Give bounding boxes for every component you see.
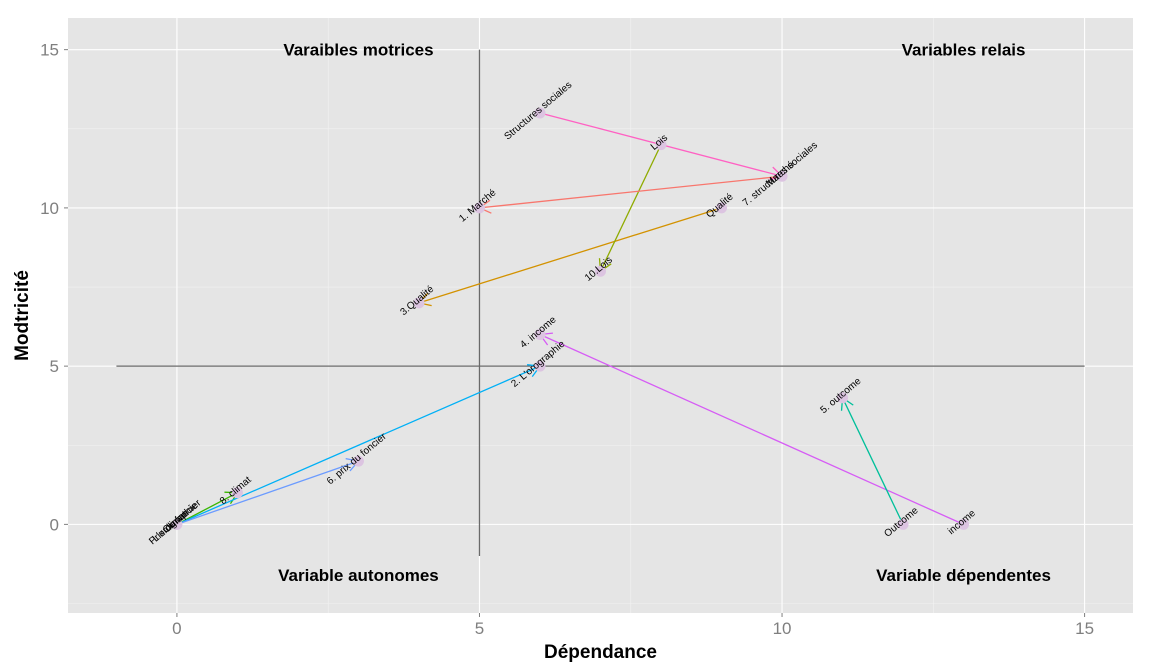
data-point xyxy=(595,265,606,277)
reference-lines xyxy=(116,49,1085,557)
arrow-line-prix-du-foncier xyxy=(176,460,359,525)
arrow-line-lois xyxy=(599,144,662,272)
y-tick-label: 0 xyxy=(50,515,59,534)
arrow-line-marche xyxy=(479,175,783,209)
x-tick-label: 5 xyxy=(475,619,484,638)
y-tick-label: 5 xyxy=(50,357,59,376)
x-tick-label: 0 xyxy=(172,619,181,638)
data-point xyxy=(776,170,788,182)
x-tick-label: 10 xyxy=(773,619,792,638)
data-point xyxy=(534,107,546,119)
arrow-line-income xyxy=(539,333,964,525)
data-point xyxy=(534,328,546,340)
quadrant-label: Variables relais xyxy=(902,41,1026,60)
data-point xyxy=(352,455,364,467)
arrow-line-climat xyxy=(176,492,238,525)
arrow-line-outcome xyxy=(841,397,904,525)
data-point xyxy=(171,518,183,530)
arrow-line-qualite xyxy=(418,207,722,304)
quadrant-label: Variable autonomes xyxy=(278,566,439,585)
axis-ticks-layer: 0 5 10 15 0 5 10 15 xyxy=(40,41,1094,638)
plot-panel xyxy=(68,18,1133,613)
y-tick-label: 10 xyxy=(40,199,59,218)
data-point xyxy=(534,360,546,372)
x-axis-title: Dépendance xyxy=(544,642,657,663)
data-point xyxy=(473,202,485,214)
quadrant-label: Variable dépendentes xyxy=(876,566,1051,585)
quadrant-label: Varaibles motrices xyxy=(283,41,433,60)
y-axis-title: Modtricité xyxy=(12,270,33,361)
data-point xyxy=(413,297,425,309)
data-point xyxy=(897,518,909,530)
data-point xyxy=(655,139,667,151)
data-point xyxy=(716,202,728,214)
data-point xyxy=(231,487,243,499)
data-point xyxy=(837,392,849,404)
quadrant-labels-layer: Varaibles motrices Variables relais Variab… xyxy=(278,41,1051,585)
points-layer xyxy=(171,107,970,530)
y-tick-label: 15 xyxy=(40,41,59,60)
data-point xyxy=(958,518,970,530)
x-tick-label: 15 xyxy=(1075,619,1094,638)
